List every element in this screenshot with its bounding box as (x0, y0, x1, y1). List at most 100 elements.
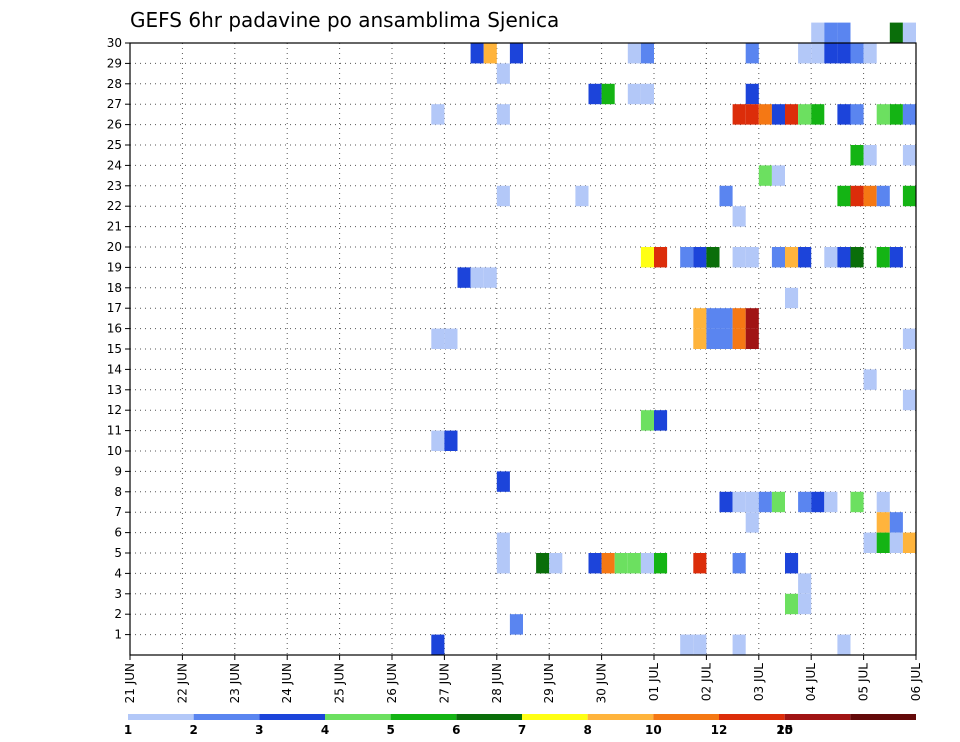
precip-cell (798, 573, 812, 594)
precip-cell (496, 104, 510, 125)
precip-cell (706, 328, 720, 349)
legend-label: 15 (776, 723, 793, 737)
y-tick-label: 13 (107, 383, 122, 397)
precip-cell (509, 614, 523, 635)
precip-cell (758, 165, 772, 186)
precip-cell (431, 104, 445, 125)
precip-cell (549, 553, 563, 574)
y-tick-label: 27 (107, 97, 122, 111)
precip-cell (837, 185, 851, 207)
y-tick-label: 28 (107, 77, 122, 91)
precip-cell (732, 553, 746, 574)
precip-cell (640, 553, 654, 574)
legend-swatch (850, 714, 916, 720)
precip-cell (785, 593, 799, 615)
precip-cell (614, 553, 628, 574)
data-cells (431, 22, 916, 655)
precip-cell (811, 104, 825, 125)
precip-cell (627, 553, 641, 574)
precip-cell (876, 512, 890, 533)
legend-label: 8 (583, 723, 591, 737)
legend-label: 2 (189, 723, 197, 737)
precip-cell (640, 247, 654, 268)
precip-cell (771, 104, 785, 125)
precip-cell (745, 104, 759, 125)
y-tick-label: 21 (107, 220, 122, 234)
legend-swatch (587, 714, 654, 720)
precip-cell (863, 145, 877, 166)
legend-label: 3 (255, 723, 263, 737)
precip-cell (837, 22, 851, 43)
precip-cell (732, 634, 746, 655)
legend-label: 10 (645, 723, 662, 737)
precip-cell (850, 185, 864, 207)
precip-cell (654, 247, 668, 268)
precip-cell (902, 145, 916, 166)
precip-cell (745, 247, 759, 268)
x-tick-label: 26 JUN (385, 663, 399, 703)
precip-cell (640, 43, 654, 64)
y-tick-label: 14 (107, 362, 122, 376)
precip-cell (496, 532, 510, 553)
precip-cell (732, 308, 746, 329)
legend-label: 4 (321, 723, 329, 737)
precip-cell (745, 83, 759, 105)
precip-cell (627, 83, 641, 105)
y-tick-label: 30 (107, 36, 122, 50)
y-tick-label: 2 (114, 607, 122, 621)
precip-cell (431, 430, 445, 451)
precip-cell (431, 328, 445, 349)
legend-swatch (653, 714, 719, 720)
legend-label: 1 (124, 723, 132, 737)
x-tick-label: 27 JUN (437, 663, 451, 703)
precip-cell (798, 247, 812, 268)
y-tick-label: 16 (107, 322, 122, 336)
precip-cell (732, 491, 746, 513)
precip-cell (601, 553, 615, 574)
y-tick-label: 7 (114, 505, 122, 519)
y-tick-label: 10 (107, 444, 122, 458)
precip-cell (850, 104, 864, 125)
precip-cell (627, 43, 641, 64)
precip-cell (496, 185, 510, 207)
precip-cell (719, 185, 733, 207)
precip-cell (693, 247, 707, 268)
precip-cell (483, 43, 497, 64)
precip-cell (706, 247, 720, 268)
precip-cell (837, 634, 851, 655)
x-tick-label: 05 JUL (857, 663, 871, 701)
precip-cell (837, 43, 851, 64)
x-tick-label: 06 JUL (909, 663, 923, 701)
precip-cell (758, 491, 772, 513)
precip-cell (824, 22, 838, 43)
y-tick-label: 3 (114, 587, 122, 601)
x-tick-label: 01 JUL (647, 663, 661, 701)
precip-cell (483, 267, 497, 288)
precip-cell (732, 328, 746, 349)
precip-cell (470, 43, 484, 64)
precip-cell (889, 532, 903, 553)
precip-cell (680, 634, 694, 655)
x-tick-label: 02 JUL (699, 663, 713, 701)
y-tick-label: 29 (107, 56, 122, 70)
precip-cell (850, 145, 864, 166)
precip-cell (496, 553, 510, 574)
precip-cell (811, 43, 825, 64)
y-axis-ticks: 1234567891011121314151617181920212223242… (107, 36, 130, 642)
precip-cell (640, 410, 654, 431)
precip-cell (798, 43, 812, 64)
precip-cell (680, 247, 694, 268)
y-tick-label: 8 (114, 485, 122, 499)
y-tick-label: 19 (107, 260, 122, 274)
precip-cell (863, 43, 877, 64)
precip-cell (444, 430, 458, 451)
precip-cell (889, 22, 903, 43)
y-tick-label: 9 (114, 464, 122, 478)
precip-cell (509, 43, 523, 64)
precip-cell (640, 83, 654, 105)
precip-cell (902, 185, 916, 207)
precip-cell (902, 104, 916, 125)
x-tick-label: 30 JUN (595, 663, 609, 703)
legend-swatch (128, 714, 194, 720)
